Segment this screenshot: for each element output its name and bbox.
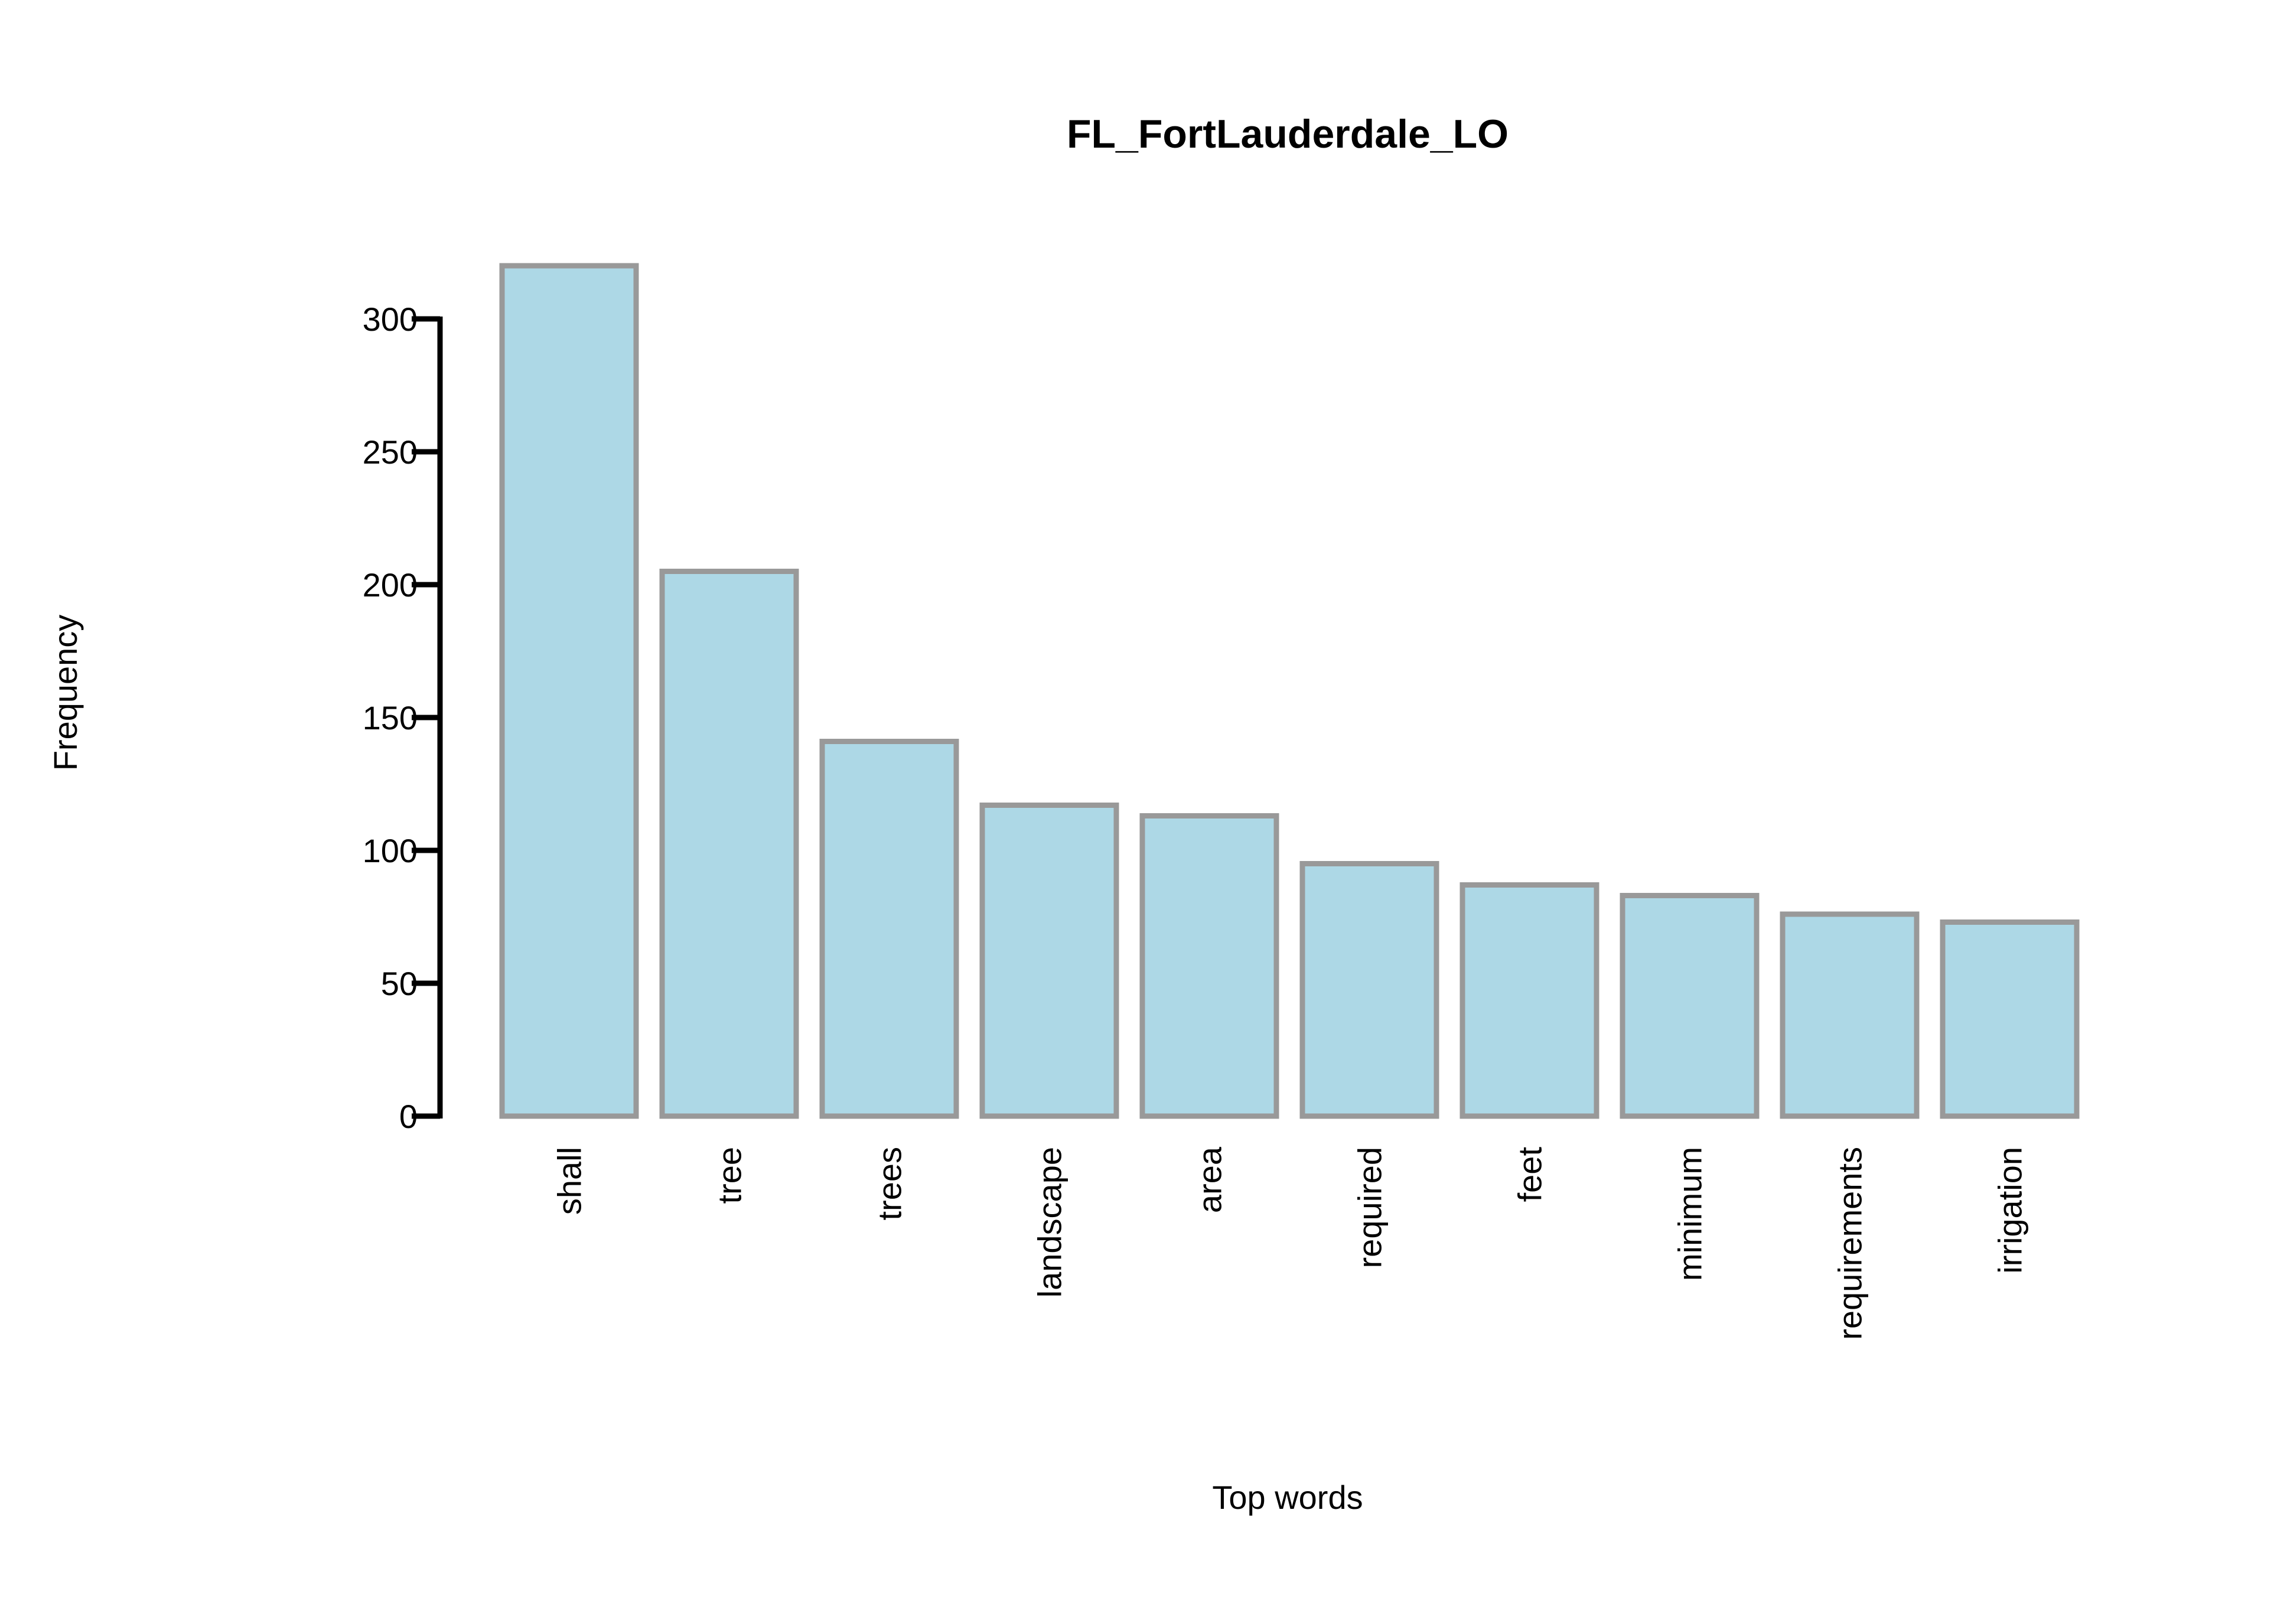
- y-tick-label: 150: [363, 699, 418, 736]
- x-tick-label-landscape: landscape: [1031, 1147, 1068, 1297]
- bar-landscape: [979, 803, 1119, 1119]
- bar-trees: [819, 739, 959, 1119]
- x-tick-labels: shall tree trees landscape area required feet m…: [551, 1146, 2029, 1340]
- bar-feet: [1459, 882, 1599, 1119]
- y-tick-label: 100: [363, 832, 418, 869]
- x-tick-label-tree: tree: [711, 1147, 748, 1204]
- bar-area: [1139, 813, 1279, 1119]
- x-tick-label-area: area: [1191, 1146, 1229, 1213]
- bar-shall: [499, 263, 639, 1119]
- x-tick-label-minimum: minimum: [1672, 1147, 1709, 1281]
- y-tick-label: 200: [363, 566, 418, 604]
- x-tick-label-irrigation: irrigation: [1992, 1147, 2029, 1274]
- y-tick-label: 50: [381, 965, 418, 1002]
- x-tick-label-trees: trees: [871, 1147, 908, 1221]
- y-axis: 0 50 100 150 200 250 300: [363, 301, 443, 1135]
- y-tick-label: 300: [363, 301, 418, 338]
- x-tick-label-requirements: requirements: [1832, 1147, 1869, 1340]
- bar-minimum: [1620, 893, 1760, 1119]
- bar-requirements: [1780, 911, 1920, 1119]
- bar-irrigation: [1940, 919, 2080, 1119]
- bar-required: [1299, 861, 1439, 1119]
- x-tick-label-required: required: [1351, 1147, 1389, 1268]
- x-axis-label: Top words: [1212, 1479, 1363, 1516]
- x-tick-label-shall: shall: [551, 1147, 588, 1215]
- bars-group: [499, 263, 2080, 1119]
- x-tick-label-feet: feet: [1511, 1147, 1549, 1202]
- y-tick-label: 0: [399, 1098, 418, 1135]
- y-axis-label: Frequency: [47, 615, 84, 771]
- bar-tree: [659, 569, 799, 1119]
- y-tick-label: 250: [363, 433, 418, 471]
- chart-title: FL_FortLauderdale_LO: [1067, 112, 1509, 156]
